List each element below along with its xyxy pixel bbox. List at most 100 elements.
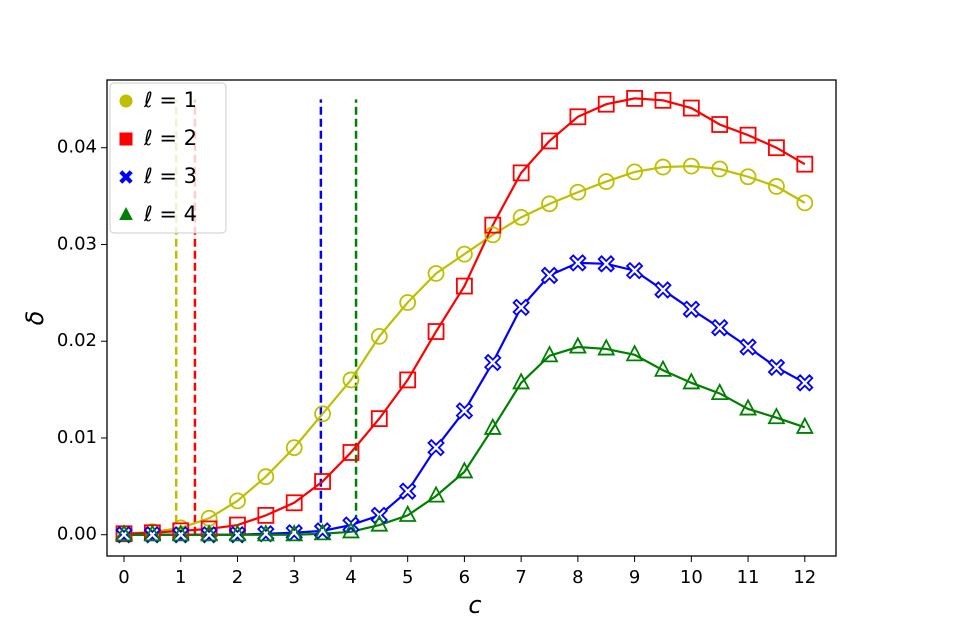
marker xyxy=(484,216,502,234)
marker xyxy=(115,524,134,542)
marker xyxy=(625,344,644,362)
marker xyxy=(456,245,473,263)
marker xyxy=(568,336,587,354)
y-tick-label: 0.02 xyxy=(57,330,97,351)
marker xyxy=(484,353,502,372)
marker xyxy=(285,524,304,542)
marker xyxy=(512,372,531,390)
marker xyxy=(767,407,786,425)
legend-label: ℓ = 1 xyxy=(143,88,197,112)
marker xyxy=(710,382,729,400)
marker xyxy=(143,525,162,544)
marker xyxy=(796,194,814,212)
marker xyxy=(540,266,559,285)
marker xyxy=(682,99,700,117)
marker xyxy=(739,168,757,186)
x-tick-label: 10 xyxy=(680,567,703,588)
marker xyxy=(256,524,275,542)
marker xyxy=(285,439,303,457)
marker xyxy=(342,371,360,389)
marker xyxy=(456,277,473,295)
x-tick-label: 1 xyxy=(175,567,186,588)
series-line xyxy=(123,165,806,535)
marker xyxy=(370,327,388,345)
legend-marker xyxy=(119,170,133,184)
marker xyxy=(455,402,474,420)
marker xyxy=(597,255,616,273)
x-tick-label: 4 xyxy=(345,567,356,588)
marker xyxy=(626,89,644,107)
marker xyxy=(654,281,672,299)
marker xyxy=(711,116,729,133)
legend-marker xyxy=(119,207,133,220)
x-tick-label: 9 xyxy=(629,567,640,588)
marker xyxy=(398,504,417,522)
marker xyxy=(483,417,502,435)
marker xyxy=(200,524,219,542)
marker xyxy=(768,139,785,157)
marker xyxy=(370,410,388,428)
x-tick-label: 7 xyxy=(515,567,526,588)
legend-label: ℓ = 2 xyxy=(143,126,197,150)
legend-label: ℓ = 3 xyxy=(143,164,197,188)
x-tick-label: 0 xyxy=(118,567,129,588)
marker xyxy=(569,183,587,201)
x-tick-label: 11 xyxy=(737,567,760,588)
marker xyxy=(597,95,615,113)
legend-box xyxy=(109,82,227,234)
x-tick-label: 12 xyxy=(793,567,816,588)
marker xyxy=(654,158,672,176)
legend-label: ℓ = 4 xyxy=(143,202,197,226)
marker xyxy=(171,524,190,542)
y-tick-label: 0.04 xyxy=(57,137,97,158)
marker xyxy=(398,482,417,500)
marker xyxy=(455,461,474,479)
marker xyxy=(739,338,757,356)
marker xyxy=(427,265,445,282)
marker xyxy=(767,358,786,377)
marker xyxy=(796,155,814,173)
marker xyxy=(711,160,729,178)
y-tick-label: 0.00 xyxy=(57,524,97,545)
marker xyxy=(569,108,587,126)
marker xyxy=(541,132,558,150)
marker xyxy=(200,525,218,544)
marker xyxy=(654,91,672,109)
marker xyxy=(710,318,729,337)
y-tick-label: 0.01 xyxy=(57,427,97,448)
marker xyxy=(341,521,360,539)
marker xyxy=(314,473,331,490)
marker xyxy=(512,298,530,317)
marker xyxy=(427,323,445,340)
marker xyxy=(257,468,275,486)
marker xyxy=(342,444,360,461)
marker xyxy=(228,524,247,542)
marker xyxy=(399,371,417,389)
marker xyxy=(796,374,814,392)
marker xyxy=(739,398,758,416)
x-axis-label: c xyxy=(468,591,481,619)
marker xyxy=(257,524,275,543)
marker xyxy=(115,525,133,544)
marker xyxy=(682,300,701,319)
marker xyxy=(484,226,502,244)
marker xyxy=(512,208,530,226)
marker xyxy=(228,525,247,544)
marker xyxy=(682,372,701,390)
y-tick-label: 0.03 xyxy=(57,233,97,254)
marker xyxy=(257,506,275,524)
plot-frame xyxy=(106,79,837,557)
marker xyxy=(313,523,332,541)
marker xyxy=(626,163,644,181)
series-line xyxy=(124,261,806,536)
marker xyxy=(597,338,616,356)
x-tick-label: 5 xyxy=(402,567,413,588)
marker xyxy=(229,492,246,510)
marker xyxy=(682,157,700,175)
marker xyxy=(427,485,446,503)
legend-marker xyxy=(119,94,133,108)
marker xyxy=(569,254,587,272)
x-tick-label: 3 xyxy=(288,567,299,588)
x-tick-label: 2 xyxy=(232,567,243,588)
